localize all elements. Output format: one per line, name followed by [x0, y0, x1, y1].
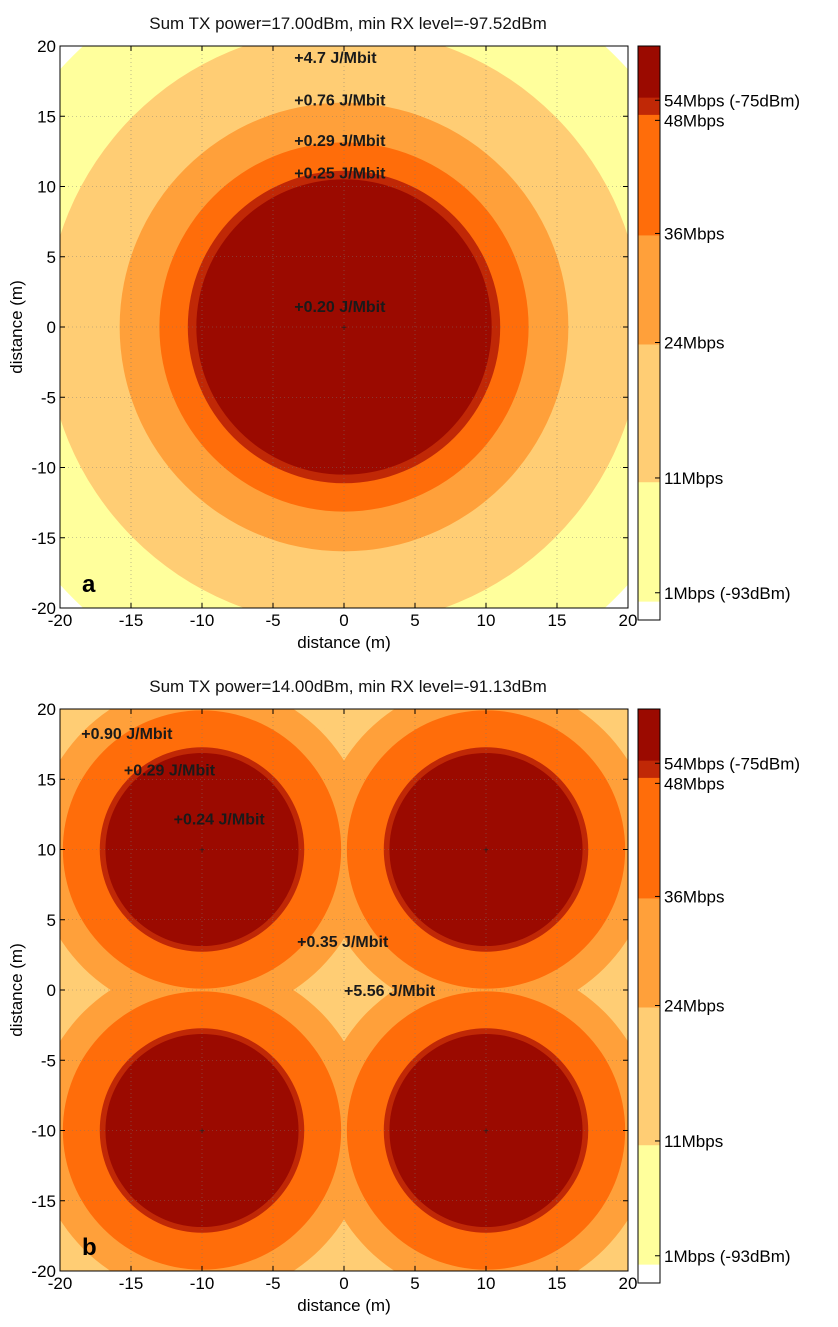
energy-annotation: +5.56 J/Mbit: [344, 983, 436, 1000]
colorbar-segment: [638, 482, 660, 603]
panel-label: b: [82, 1234, 97, 1261]
x-tick-label: -5: [265, 1274, 280, 1293]
access-point-marker: +: [483, 846, 489, 857]
colorbar-segment: [638, 114, 660, 236]
coverage-chart-a: Sum TX power=17.00dBm, min RX level=-97.…: [0, 0, 838, 663]
colorbar-label: 24Mbps: [664, 333, 724, 352]
y-tick-label: -5: [41, 1051, 56, 1070]
x-tick-label: -5: [265, 611, 280, 630]
access-point-marker: +: [483, 1127, 489, 1138]
colorbar-segment: [638, 898, 660, 1008]
access-point-marker: +: [199, 1127, 205, 1138]
y-tick-label: 10: [37, 841, 56, 860]
energy-annotation: +0.29 J/Mbit: [294, 133, 386, 150]
colorbar-label: 48Mbps: [664, 774, 724, 793]
energy-annotation: +0.29 J/Mbit: [124, 762, 216, 779]
panel-label: a: [82, 571, 96, 598]
colorbar-label: 54Mbps (-75dBm): [664, 91, 800, 110]
y-tick-label: -20: [31, 599, 56, 618]
energy-annotation: +0.25 J/Mbit: [294, 165, 386, 182]
y-tick-label: -15: [31, 1192, 56, 1211]
colorbar-label: 24Mbps: [664, 996, 724, 1015]
x-tick-label: -20: [48, 1274, 73, 1293]
energy-annotation: +0.20 J/Mbit: [294, 299, 386, 316]
energy-annotation: +0.24 J/Mbit: [174, 812, 266, 829]
chart-title: Sum TX power=17.00dBm, min RX level=-97.…: [149, 14, 547, 33]
x-tick-label: 20: [619, 1274, 638, 1293]
colorbar-segment: [638, 235, 660, 345]
x-tick-label: 20: [619, 611, 638, 630]
colorbar-segment: [638, 1007, 660, 1146]
y-tick-label: -5: [41, 388, 56, 407]
x-tick-label: -10: [190, 1274, 215, 1293]
colorbar-segment: [638, 46, 660, 99]
access-point-marker: +: [199, 846, 205, 857]
coverage-chart-b: Sum TX power=14.00dBm, min RX level=-91.…: [0, 663, 838, 1326]
colorbar-label: 11Mbps: [664, 1132, 723, 1151]
colorbar-label: 48Mbps: [664, 111, 724, 130]
x-tick-label: 0: [339, 611, 348, 630]
y-tick-label: 5: [47, 911, 56, 930]
y-tick-label: -15: [31, 529, 56, 548]
x-axis-label: distance (m): [297, 633, 391, 652]
y-tick-label: 20: [37, 700, 56, 719]
x-tick-label: -15: [119, 611, 144, 630]
x-tick-label: -15: [119, 1274, 144, 1293]
y-axis-label: distance (m): [7, 943, 26, 1037]
colorbar-label: 1Mbps (-93dBm): [664, 1247, 791, 1266]
colorbar-box: [637, 45, 661, 621]
chart-title: Sum TX power=14.00dBm, min RX level=-91.…: [149, 677, 547, 696]
y-tick-label: 15: [37, 107, 56, 126]
x-axis-label: distance (m): [297, 1296, 391, 1315]
x-tick-label: 0: [339, 1274, 348, 1293]
y-tick-label: 15: [37, 770, 56, 789]
colorbar-segment: [638, 777, 660, 899]
colorbar: 54Mbps (-75dBm)48Mbps 36Mbps 24Mbps 11Mbps 1…: [637, 708, 800, 1284]
chart-b-svg: + + + + -20 -15 -10 -5 0 5 10 15 20 -20 -15 -10 -5 0 5 10 15…: [7, 700, 800, 1315]
colorbar-label: 54Mbps (-75dBm): [664, 754, 800, 773]
y-axis-label: distance (m): [7, 280, 26, 374]
x-tick-label: -20: [48, 611, 73, 630]
ticks: [59, 45, 629, 609]
colorbar-segment: [638, 1145, 660, 1266]
colorbar-segment: [638, 344, 660, 483]
y-tick-label: 0: [47, 318, 56, 337]
colorbar-label: 36Mbps: [664, 887, 724, 906]
colorbar-box: [637, 708, 661, 1284]
energy-annotation: +0.90 J/Mbit: [81, 726, 173, 743]
colorbar-segment: [638, 601, 660, 621]
x-tick-label: 10: [477, 1274, 496, 1293]
y-tick-label: -10: [31, 459, 56, 478]
energy-annotation: +0.35 J/Mbit: [297, 934, 389, 951]
y-tick-label: 5: [47, 248, 56, 267]
energy-annotation: +0.76 J/Mbit: [294, 92, 386, 109]
colorbar-label: 11Mbps: [664, 469, 723, 488]
y-tick-label: 20: [37, 37, 56, 56]
colorbar-segment: [638, 97, 660, 116]
energy-annotation: +4.7 J/Mbit: [294, 50, 377, 67]
x-tick-label: 10: [477, 611, 496, 630]
y-tick-label: 10: [37, 178, 56, 197]
access-point-marker: +: [341, 323, 347, 334]
ticks: [59, 708, 629, 1272]
x-tick-label: 5: [410, 1274, 419, 1293]
colorbar-label: 1Mbps (-93dBm): [664, 584, 791, 603]
y-tick-label: -10: [31, 1122, 56, 1141]
x-tick-label: 15: [548, 611, 567, 630]
x-tick-label: 15: [548, 1274, 567, 1293]
coverage-zone-54mbps: [105, 1033, 299, 1228]
x-tick-label: -10: [190, 611, 215, 630]
chart-a-svg: + -20 -15 -10 -5 0 5 10 15 20 -20 -15 -10 -5 0 5 10 15 20 d…: [7, 37, 800, 652]
colorbar-segment: [638, 709, 660, 762]
colorbar-segment: [638, 1264, 660, 1284]
colorbar-label: 36Mbps: [664, 224, 724, 243]
y-tick-label: 0: [47, 981, 56, 1000]
y-tick-label: -20: [31, 1262, 56, 1281]
coverage-zone-54mbps: [389, 1033, 583, 1228]
colorbar: 54Mbps (-75dBm)48Mbps 36Mbps 24Mbps 11Mbps 1…: [637, 45, 800, 621]
colorbar-segment: [638, 760, 660, 779]
x-tick-label: 5: [410, 611, 419, 630]
